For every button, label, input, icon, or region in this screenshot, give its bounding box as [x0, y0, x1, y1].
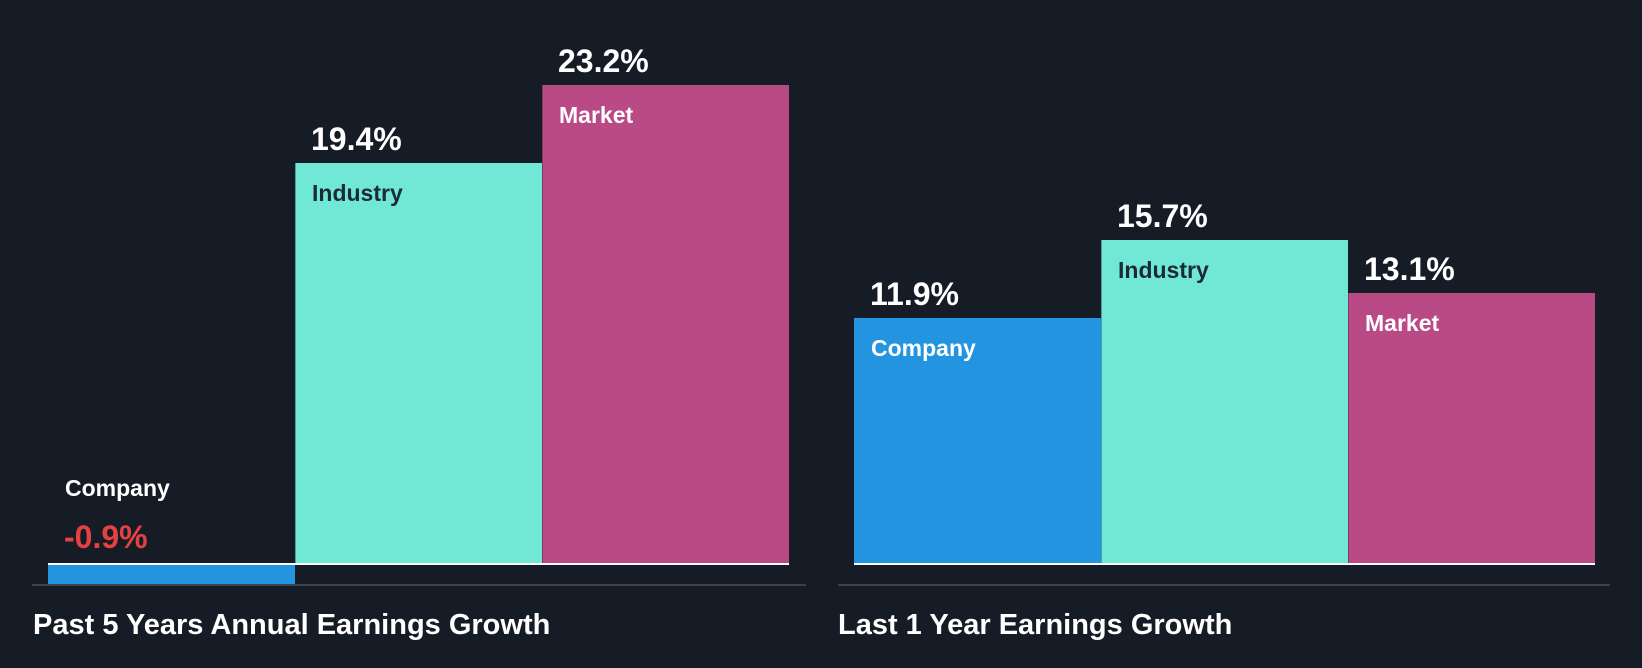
- industry-bar: [1101, 239, 1348, 564]
- company-category-label: Company: [871, 334, 976, 361]
- market-category-label: Market: [1365, 310, 1440, 337]
- chart-title: Past 5 Years Annual Earnings Growth: [33, 609, 551, 641]
- zero-baseline: [48, 563, 789, 565]
- market-bar: [542, 85, 789, 564]
- industry-bar: [295, 163, 542, 564]
- market-value-label: 23.2%: [558, 43, 649, 80]
- company-bar: [854, 317, 1101, 564]
- industry-value-label: 15.7%: [1117, 197, 1208, 234]
- x-axis-line: [838, 584, 1610, 586]
- x-axis-line: [32, 584, 806, 586]
- zero-baseline: [854, 563, 1595, 565]
- market-bar: [1348, 293, 1595, 564]
- market-category-label: Market: [559, 102, 634, 129]
- company-bar: [48, 565, 295, 584]
- company-value-label: 11.9%: [870, 275, 959, 312]
- industry-category-label: Industry: [1118, 256, 1209, 283]
- industry-value-label: 19.4%: [311, 121, 402, 158]
- company-category-label: Company: [65, 475, 170, 501]
- market-value-label: 13.1%: [1364, 251, 1455, 288]
- company-value-label: -0.9%: [64, 519, 148, 555]
- industry-category-label: Industry: [312, 180, 403, 207]
- chart-title: Last 1 Year Earnings Growth: [838, 609, 1233, 641]
